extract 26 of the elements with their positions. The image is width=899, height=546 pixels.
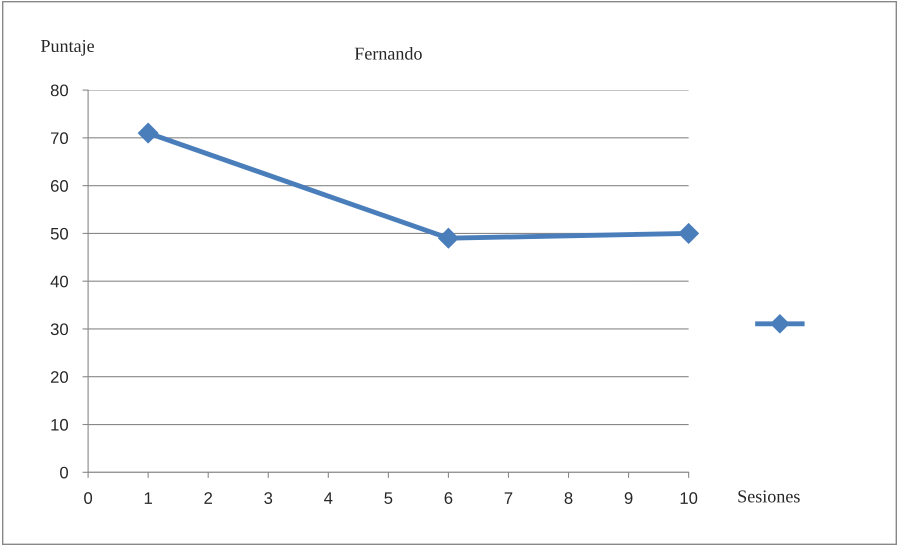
x-tick-label: 7 bbox=[504, 492, 512, 504]
y-tick-label: 40 bbox=[50, 276, 68, 288]
x-tick-label: 9 bbox=[624, 492, 632, 504]
point bbox=[678, 223, 699, 244]
x-tick-label: 3 bbox=[264, 492, 272, 504]
y-tick-label: 50 bbox=[50, 228, 68, 240]
y-tick-label: 60 bbox=[50, 180, 68, 192]
y-tick-label: 0 bbox=[60, 466, 68, 478]
x-tick-label: 4 bbox=[324, 492, 332, 504]
y-axis-title: Puntaje bbox=[40, 40, 94, 56]
x-axis-title: Sesiones bbox=[738, 490, 800, 502]
x-tick-label: 1 bbox=[144, 492, 152, 504]
x-tick-label: 10 bbox=[680, 492, 698, 504]
y-tick-label: 30 bbox=[50, 323, 68, 336]
point bbox=[438, 228, 459, 249]
y-tick-label: 10 bbox=[51, 418, 68, 431]
x-tick-label: 2 bbox=[204, 492, 212, 504]
chart-title: Fernando bbox=[354, 47, 422, 60]
y-tick-label: 80 bbox=[50, 84, 68, 96]
y-tick-label: 20 bbox=[50, 371, 68, 383]
x-tick-label: 0 bbox=[84, 492, 92, 504]
y-tick-label: 70 bbox=[50, 132, 68, 144]
x-tick-label: 5 bbox=[384, 492, 392, 504]
x-tick-label: 6 bbox=[444, 492, 452, 504]
point bbox=[138, 122, 158, 144]
x-tick-label: 8 bbox=[564, 492, 572, 504]
